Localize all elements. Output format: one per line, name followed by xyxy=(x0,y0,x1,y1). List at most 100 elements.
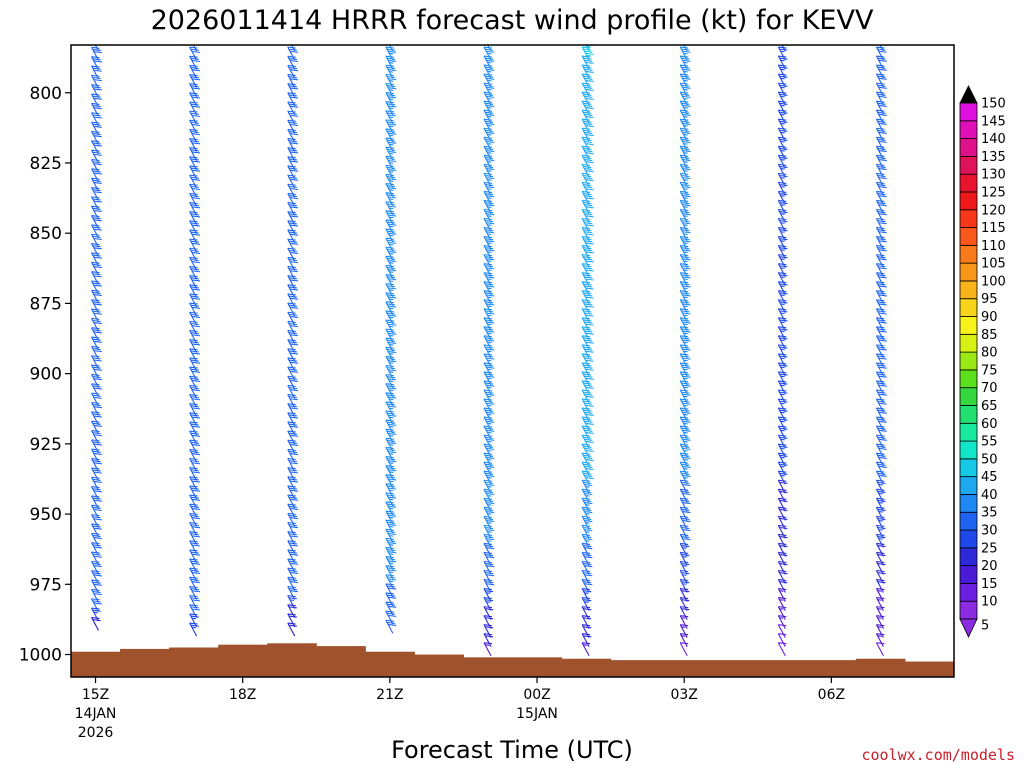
wind-barb xyxy=(189,83,200,97)
wind-barb xyxy=(875,64,887,79)
wind-barb xyxy=(581,389,594,404)
wind-barb xyxy=(385,73,397,88)
wind-barb xyxy=(679,163,691,178)
wind-barb xyxy=(385,610,397,625)
wind-barb xyxy=(189,412,200,427)
wind-barb xyxy=(679,470,691,485)
wind-barb xyxy=(875,407,887,422)
wind-barb xyxy=(777,615,787,629)
wind-barb xyxy=(287,220,299,235)
wind-barb xyxy=(777,380,788,395)
colorbar-segment xyxy=(959,155,978,175)
wind-barb xyxy=(91,373,102,388)
wind-barb xyxy=(679,127,691,142)
wind-barb xyxy=(875,82,887,97)
colorbar-segment xyxy=(959,529,978,549)
wind-barb xyxy=(875,488,886,503)
wind-barb xyxy=(189,540,200,555)
wind-barb xyxy=(679,642,689,656)
wind-barb xyxy=(189,64,200,79)
wind-barb xyxy=(385,419,397,434)
wind-barb xyxy=(581,452,594,467)
wind-barb xyxy=(483,181,495,196)
colorbar-segment xyxy=(959,120,978,139)
wind-barb xyxy=(385,428,397,443)
wind-barb xyxy=(287,275,299,289)
colorbar-segment xyxy=(959,387,978,406)
wind-barb xyxy=(91,289,102,304)
wind-barb xyxy=(581,290,594,304)
wind-barb xyxy=(483,633,494,647)
wind-barb xyxy=(483,100,495,115)
wind-barb xyxy=(875,55,887,70)
wind-barb xyxy=(91,308,102,323)
wind-barb xyxy=(483,136,495,151)
wind-barb xyxy=(385,574,397,589)
wind-barb xyxy=(189,293,200,308)
x-axis-title: Forecast Time (UTC) xyxy=(391,736,633,764)
wind-barb xyxy=(189,457,200,472)
wind-barb xyxy=(777,136,788,151)
wind-barb xyxy=(287,357,299,372)
wind-barb xyxy=(189,256,200,271)
wind-barb xyxy=(483,624,494,638)
wind-barb xyxy=(875,353,887,368)
plot-area xyxy=(70,44,955,678)
wind-barb xyxy=(581,624,592,638)
terrain-block xyxy=(659,660,710,677)
wind-barb xyxy=(875,642,885,656)
terrain-block xyxy=(414,654,464,677)
colorbar-label: 110 xyxy=(981,239,1006,254)
wind-barb xyxy=(91,56,102,70)
wind-barb xyxy=(91,448,102,463)
wind-barb xyxy=(189,467,200,481)
wind-barb xyxy=(385,192,397,206)
wind-barb xyxy=(679,398,691,413)
wind-barb xyxy=(679,389,691,404)
wind-barb xyxy=(287,622,297,637)
x-axis: 15Z 14JAN 2026 18Z 21Z 00Z 15JAN 03Z 06Z xyxy=(75,677,845,741)
wind-barb xyxy=(679,588,690,602)
wind-barb xyxy=(91,121,102,136)
wind-barb xyxy=(875,254,887,268)
colorbar-segment xyxy=(959,476,978,495)
wind-barb xyxy=(875,308,887,323)
wind-barb xyxy=(385,310,397,325)
terrain-block xyxy=(120,648,170,677)
x-tick-label: 06Z xyxy=(818,687,845,703)
wind-barb xyxy=(777,443,788,458)
wind-barb xyxy=(189,512,200,527)
y-tick-label: 925 xyxy=(30,435,62,455)
wind-barb xyxy=(91,486,102,500)
wind-barb xyxy=(483,425,495,440)
wind-barb xyxy=(287,256,299,271)
wind-barb xyxy=(679,407,691,422)
wind-barb xyxy=(679,172,691,187)
wind-barb xyxy=(679,551,690,566)
wind-barb xyxy=(385,383,397,397)
wind-barb xyxy=(91,598,102,613)
wind-barb xyxy=(581,91,594,106)
colorbar-label: 85 xyxy=(981,328,998,343)
wind-barb xyxy=(679,154,691,169)
wind-barb xyxy=(777,208,788,223)
wind-barb xyxy=(287,101,299,116)
wind-barb xyxy=(483,380,495,395)
wind-barb xyxy=(483,443,495,458)
wind-barb xyxy=(679,434,691,449)
wind-barb xyxy=(189,613,199,628)
wind-barb xyxy=(581,551,593,566)
wind-barb xyxy=(679,55,691,70)
terrain-block xyxy=(463,657,513,677)
x-tick-label: 15Z xyxy=(82,687,109,703)
wind-barb xyxy=(875,380,887,395)
wind-barb xyxy=(483,172,495,187)
wind-barb xyxy=(777,154,788,169)
wind-barb xyxy=(287,46,299,61)
terrain-block xyxy=(316,646,366,677)
colorbar-label: 120 xyxy=(981,203,1006,218)
wind-barb xyxy=(777,217,788,232)
wind-barb xyxy=(189,247,200,262)
wind-barb xyxy=(385,255,397,270)
